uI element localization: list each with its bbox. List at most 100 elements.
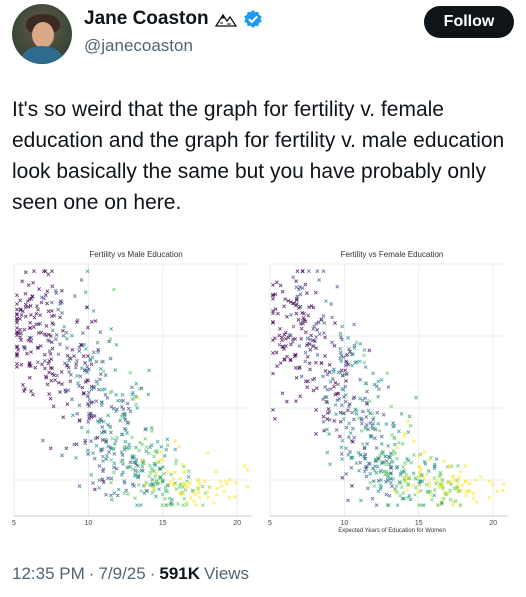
author-handle[interactable]: @janecoaston: [84, 36, 193, 55]
scatter-point: [144, 426, 149, 431]
scatter-point: [28, 303, 33, 308]
scatter-point: [406, 430, 411, 435]
scatter-point: [110, 389, 114, 394]
scatter-point: [340, 403, 344, 408]
tweet-time[interactable]: 12:35 PM: [12, 564, 85, 583]
author-name[interactable]: Jane Coaston: [84, 8, 209, 29]
scatter-point: [86, 390, 91, 395]
scatter-point: [291, 324, 296, 329]
scatter-point: [436, 484, 441, 489]
scatter-point: [87, 397, 92, 402]
scatter-point: [42, 296, 46, 301]
scatter-point: [165, 437, 170, 442]
scatter-point: [126, 464, 131, 469]
scatter-point: [89, 472, 94, 477]
avatar[interactable]: [12, 4, 72, 64]
scatter-point: [104, 439, 109, 443]
scatter-point: [27, 362, 32, 367]
scatter-point: [340, 386, 345, 391]
scatter-point: [140, 469, 145, 473]
scatter-point: [141, 461, 146, 466]
scatter-point: [381, 460, 385, 465]
scatter-point: [411, 483, 415, 488]
scatter-point: [311, 388, 316, 393]
scatter-point: [345, 408, 350, 413]
scatter-point: [136, 469, 141, 474]
scatter-point: [322, 428, 326, 433]
scatter-point: [308, 337, 313, 342]
scatter-point: [75, 318, 80, 323]
scatter-point: [26, 283, 31, 288]
scatter-point: [99, 449, 104, 453]
scatter-point: [218, 479, 223, 484]
scatter-point: [181, 492, 186, 497]
scatter-point: [283, 297, 288, 302]
tweet-media[interactable]: Fertility vs Male Education 5 10 15 20 Fert…: [6, 244, 518, 538]
scatter-point: [405, 483, 410, 488]
scatter-point: [89, 400, 94, 405]
scatter-point: [458, 503, 463, 508]
scatter-point: [105, 396, 110, 400]
scatter-point: [182, 481, 187, 486]
scatter-point: [310, 343, 315, 348]
scatter-point: [153, 449, 158, 454]
scatter-point: [434, 457, 439, 461]
scatter-point: [18, 335, 23, 340]
follow-button[interactable]: Follow: [424, 6, 514, 38]
scatter-point: [164, 503, 169, 508]
scatter-point: [376, 478, 381, 483]
scatter-point: [63, 389, 68, 394]
meta-separator: ·: [149, 564, 156, 583]
scatter-point: [151, 483, 156, 487]
scatter-point: [34, 311, 39, 316]
tweet-date[interactable]: 7/9/25: [98, 564, 146, 583]
scatter-point: [362, 454, 367, 459]
scatter-point: [424, 482, 429, 487]
scatter-point: [160, 492, 165, 497]
scatter-point: [100, 454, 105, 459]
scatter-point: [445, 465, 450, 469]
scatter-point: [424, 472, 429, 477]
scatter-point: [405, 456, 409, 461]
scatter-point: [50, 321, 55, 326]
scatter-point: [53, 337, 58, 342]
scatter-point: [242, 463, 247, 468]
scatter-point: [368, 480, 373, 485]
scatter-point: [271, 320, 275, 324]
scatter-point: [107, 339, 112, 344]
scatter-point: [335, 284, 340, 289]
scatter-point: [385, 478, 390, 483]
chart-ticks: 5 10 15 20: [12, 520, 241, 527]
scatter-point: [305, 354, 310, 359]
scatter-point: [60, 328, 65, 333]
scatter-point: [273, 307, 278, 311]
scatter-point: [327, 362, 332, 367]
scatter-point: [437, 474, 442, 479]
scatter-point: [111, 470, 116, 475]
scatter-point: [37, 287, 41, 291]
scatter-point: [474, 500, 479, 505]
scatter-point: [76, 381, 80, 385]
scatter-point: [394, 456, 399, 461]
scatter-point: [384, 462, 389, 467]
scatter-point: [50, 284, 55, 289]
scatter-point: [70, 413, 75, 418]
scatter-point: [74, 358, 79, 363]
scatter-point: [93, 319, 98, 324]
scatter-point: [347, 402, 352, 407]
scatter-point: [15, 344, 19, 349]
scatter-point: [300, 310, 305, 315]
scatter-point: [415, 490, 420, 494]
scatter-point: [303, 330, 308, 335]
scatter-point: [350, 363, 355, 368]
scatter-point: [278, 326, 282, 331]
scatter-point: [442, 459, 447, 464]
scatter-point: [171, 476, 176, 481]
scatter-point: [368, 471, 373, 476]
scatter-point: [15, 320, 19, 325]
scatter-point: [369, 433, 374, 438]
scatter-point: [52, 313, 57, 318]
scatter-point: [165, 469, 170, 474]
scatter-point: [417, 464, 422, 469]
tweet-meta: 12:35 PM · 7/9/25 · 591K Views: [12, 564, 249, 584]
